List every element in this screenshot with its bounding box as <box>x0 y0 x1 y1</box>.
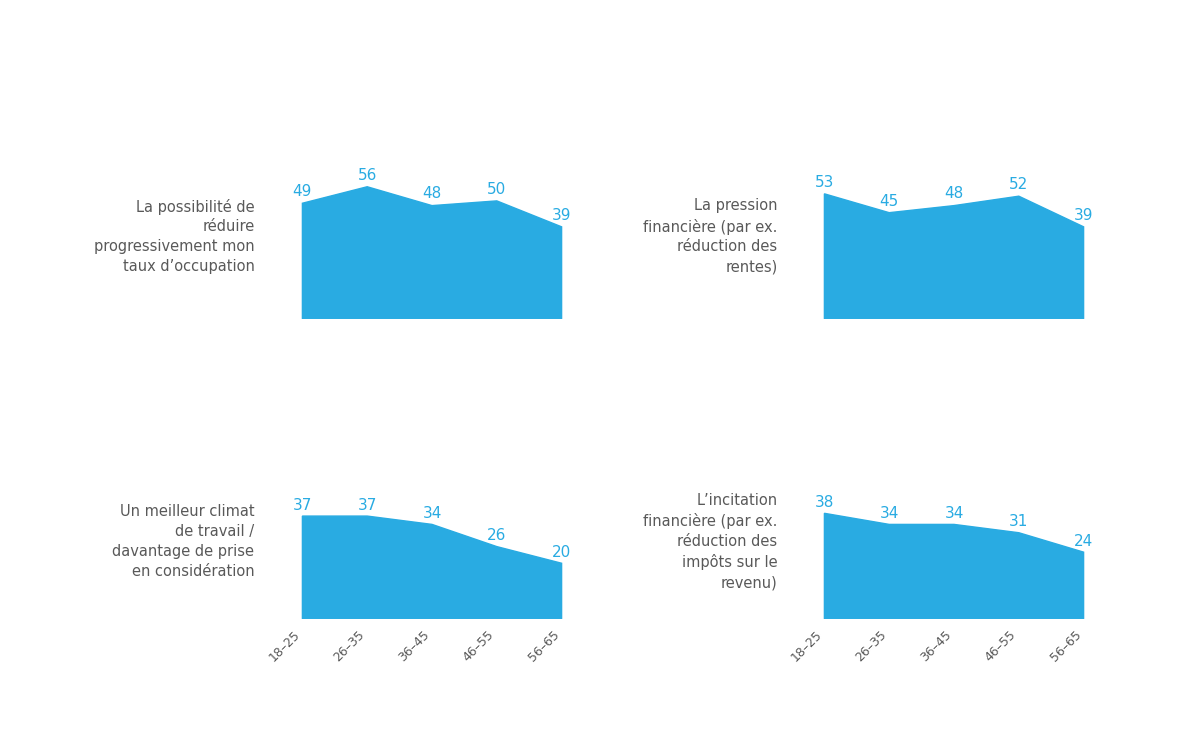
Text: La pression
financière (par ex.
réduction des
rentes): La pression financière (par ex. réductio… <box>643 198 778 274</box>
Text: La possibilité de
réduire
progressivement mon
taux d’occupation: La possibilité de réduire progressivemen… <box>94 199 254 274</box>
Text: 48: 48 <box>944 187 964 202</box>
Text: 31: 31 <box>1009 514 1028 529</box>
Text: 39: 39 <box>552 208 571 223</box>
Text: 24: 24 <box>1074 534 1093 549</box>
Text: 20: 20 <box>552 544 571 560</box>
Polygon shape <box>302 187 562 319</box>
Text: 37: 37 <box>358 497 377 512</box>
Text: Un meilleur climat
de travail /
davantage de prise
en considération: Un meilleur climat de travail / davantag… <box>113 504 254 579</box>
Text: 34: 34 <box>880 506 899 521</box>
Text: 38: 38 <box>815 495 834 510</box>
Text: 53: 53 <box>815 175 834 190</box>
Text: L’incitation
financière (par ex.
réduction des
impôts sur le
revenu): L’incitation financière (par ex. réducti… <box>643 493 778 590</box>
Text: 52: 52 <box>1009 177 1028 192</box>
Text: 34: 34 <box>944 506 964 521</box>
Text: 50: 50 <box>487 182 506 196</box>
Text: 56: 56 <box>358 168 377 183</box>
Text: 48: 48 <box>422 187 442 202</box>
Text: 39: 39 <box>1074 208 1093 223</box>
Polygon shape <box>302 516 562 619</box>
Text: 49: 49 <box>293 184 312 200</box>
Text: 34: 34 <box>422 506 442 521</box>
Text: 45: 45 <box>880 194 899 208</box>
Polygon shape <box>824 194 1084 319</box>
Text: 26: 26 <box>487 528 506 543</box>
Text: 37: 37 <box>293 497 312 512</box>
Polygon shape <box>824 513 1084 619</box>
